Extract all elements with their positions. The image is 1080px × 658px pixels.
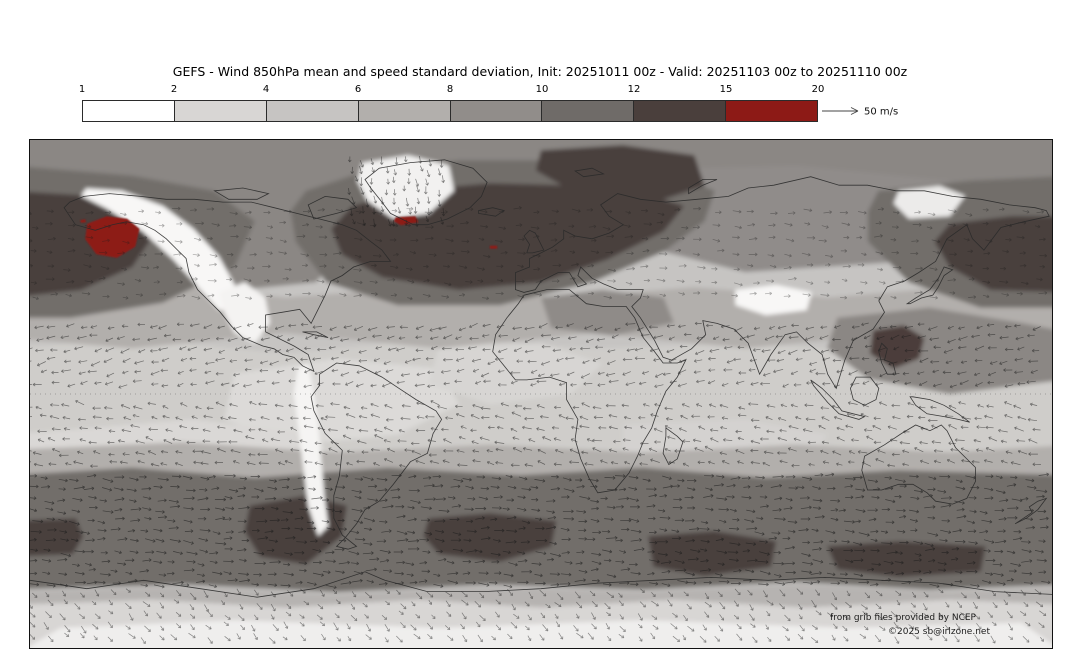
- region-socean-core-left: [30, 518, 84, 556]
- region-andes-white: [293, 363, 329, 537]
- colorbar-tick-15: 15: [719, 84, 733, 95]
- chart-title: GEFS - Wind 850hPa mean and speed standa…: [172, 64, 908, 79]
- colorbar-tick-20: 20: [811, 84, 825, 95]
- coastline-novaya-zemlya: [688, 179, 718, 195]
- coastline-borneo: [849, 376, 880, 406]
- region-nwpac-core: [934, 216, 1052, 292]
- coastline-new-guinea: [909, 396, 970, 423]
- region-alaska-cordillera-white: [81, 188, 245, 311]
- colorbar-segment-6: [633, 101, 726, 121]
- colorbar-segment-1: [173, 101, 266, 121]
- coastline-greenland: [364, 159, 488, 226]
- colorbar-segment-2: [265, 101, 358, 121]
- reference-vector: 50 m/s: [822, 107, 898, 118]
- region-epac-light: [224, 358, 460, 445]
- colorbar-segment-7: [725, 101, 817, 121]
- maxima-gulf-of-alaska-max: [85, 216, 140, 258]
- region-med-medium: [541, 289, 674, 336]
- coastline-madagascar: [662, 427, 684, 466]
- maxima-alaska-dot: [80, 219, 87, 223]
- coastline-baffin-island: [307, 195, 358, 220]
- quiver-sh-westerlies: [30, 472, 1051, 589]
- colorbar-tick-1: 1: [78, 84, 86, 95]
- reference-arrow-icon: [822, 107, 859, 115]
- coastline-africa: [492, 289, 687, 494]
- world-map-svg: [30, 140, 1052, 648]
- colorbar-segment-4: [449, 101, 542, 121]
- map-panel: from grib files provided by NCEP ©2025 s…: [29, 139, 1053, 649]
- colorbar-tick-12: 12: [627, 84, 641, 95]
- quiver-sh-trade-easterlies: [30, 399, 1041, 468]
- region-socean-core-indian: [648, 531, 777, 576]
- coastline-new-zealand: [1014, 497, 1048, 525]
- colorbar-segment-3: [357, 101, 450, 121]
- colorbar-segment-0: [83, 101, 174, 121]
- coastline-cuba: [302, 331, 329, 338]
- colorbar-tick-labels: 1 2 4 6 8 10 12 15 20: [78, 84, 825, 97]
- coastline-philippines: [878, 342, 897, 375]
- quiver-greenland-katabatic: [347, 155, 446, 228]
- colorbar-tick-4: 4: [262, 84, 270, 95]
- reference-vector-label: 50 m/s: [864, 107, 898, 118]
- quiver-nh-trade-easterlies: [30, 321, 1041, 389]
- coastline-svalbard: [574, 167, 605, 178]
- region-rockies-white: [219, 282, 271, 344]
- region-barents-core: [535, 145, 705, 206]
- colorbar: [82, 100, 818, 122]
- coastline-south-america: [310, 362, 443, 550]
- coastline-british-isles: [523, 229, 545, 254]
- coastline-sumatra-java: [810, 379, 866, 420]
- coastline-layer: [30, 159, 1052, 598]
- coastline-japan: [905, 266, 954, 305]
- quiver-nh-storm-westerlies: [30, 206, 1048, 301]
- colorbar-segment-5: [541, 101, 634, 121]
- colorbar-tick-8: 8: [446, 84, 454, 95]
- colorbar-tick-10: 10: [535, 84, 549, 95]
- region-socean-core-australia: [827, 541, 986, 577]
- attribution-source: from grib files provided by NCEP: [830, 613, 976, 623]
- colorbar-tick-2: 2: [170, 84, 178, 95]
- region-esiberia-white: [893, 185, 966, 219]
- region-tibet-white: [735, 284, 812, 316]
- coastline-australia: [861, 424, 976, 505]
- coastline-north-america: [63, 193, 392, 373]
- region-atlantic-light: [428, 343, 603, 405]
- colorbar-tick-6: 6: [354, 84, 362, 95]
- coastline-eurasia: [515, 176, 1050, 390]
- attribution-copyright: ©2025 sb@irlzone.net: [888, 627, 990, 637]
- quiver-antarctic-coastal: [30, 588, 1047, 645]
- coastline-antarctica-coast: [30, 571, 1052, 598]
- wind-vector-layer: [30, 155, 1051, 645]
- coastline-iceland: [478, 207, 506, 217]
- maxima-natl-dash-max: [489, 245, 498, 249]
- coastline-victoria-island: [213, 187, 270, 200]
